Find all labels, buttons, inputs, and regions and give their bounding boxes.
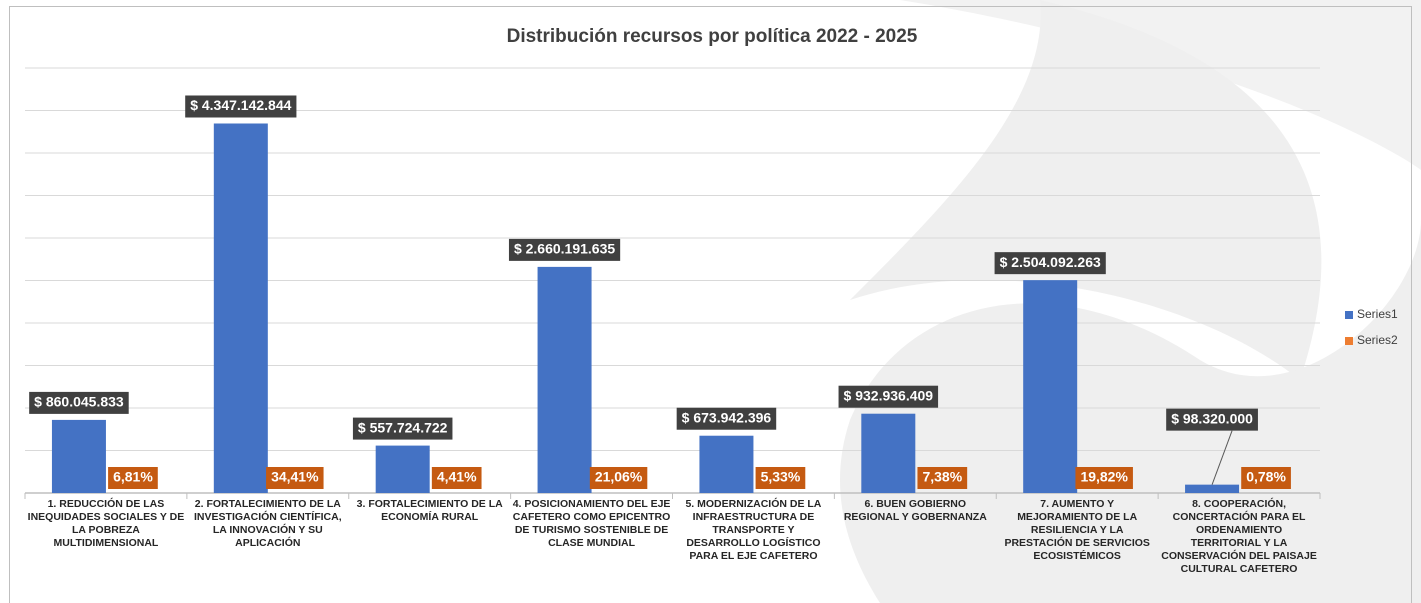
data-label-box bbox=[676, 407, 777, 430]
data-label: $ 932.936.409 bbox=[844, 387, 934, 403]
data-label-group: 21,06% bbox=[589, 467, 648, 489]
bar bbox=[1185, 484, 1240, 493]
bar bbox=[861, 413, 916, 493]
data-label: $ 4.347.142.844 bbox=[190, 97, 291, 113]
data-label: $ 98.320.000 bbox=[1171, 410, 1253, 426]
data-label-box bbox=[1166, 408, 1258, 431]
bar bbox=[51, 419, 106, 493]
data-label-group: 5,33% bbox=[755, 467, 806, 489]
data-label-group: $ 932.936.409 bbox=[838, 385, 939, 408]
data-label: $ 2.660.191.635 bbox=[514, 241, 615, 257]
data-label-group: 4,41% bbox=[431, 467, 482, 489]
data-label-box bbox=[266, 467, 324, 489]
data-label-box bbox=[108, 467, 158, 489]
data-label-box bbox=[994, 252, 1106, 275]
data-label-box bbox=[838, 385, 939, 408]
data-label: 7,38% bbox=[922, 469, 962, 485]
chart-title: Distribución recursos por política 2022 … bbox=[507, 26, 918, 47]
data-label-group: $ 2.660.191.635 bbox=[508, 238, 621, 261]
data-label-group: 34,41% bbox=[266, 467, 324, 489]
data-label-box bbox=[589, 467, 648, 489]
data-label-box bbox=[1075, 467, 1133, 489]
x-tick-label: 2. FORTALECIMIENTO DE LA INVESTIGACIÓN C… bbox=[194, 498, 342, 549]
bar bbox=[375, 445, 430, 493]
bar bbox=[699, 435, 754, 493]
x-tick-label: 8. COOPERACIÓN, CONCERTACIÓN PARA EL ORD… bbox=[1161, 498, 1317, 575]
background-shape bbox=[900, 0, 1421, 170]
x-tick-label: 4. POSICIONAMIENTO DEL EJE CAFETERO COMO… bbox=[512, 498, 671, 549]
background-shape bbox=[850, 0, 1322, 380]
data-label: $ 2.504.092.263 bbox=[1000, 254, 1101, 270]
legend-swatch bbox=[1345, 337, 1353, 345]
data-label-box bbox=[755, 467, 806, 489]
x-tick-label: 7. AUMENTO Y MEJORAMIENTO DE LA RESILIEN… bbox=[1004, 498, 1150, 562]
x-tick-label: 1. REDUCCIÓN DE LAS INEQUIDADES SOCIALES… bbox=[27, 498, 185, 549]
bar bbox=[1023, 280, 1078, 493]
data-label: 34,41% bbox=[271, 469, 319, 485]
data-label-box bbox=[431, 467, 482, 489]
data-label-group: $ 2.504.092.263 bbox=[994, 252, 1106, 275]
data-label: 0,78% bbox=[1246, 469, 1286, 485]
x-tick-label: 5. MODERNIZACIÓN DE LA INFRAESTRUCTURA D… bbox=[685, 498, 822, 562]
legend-label: Series2 bbox=[1357, 333, 1398, 347]
data-label-box bbox=[1241, 467, 1291, 489]
data-label-box bbox=[185, 95, 297, 118]
x-tick-label: 6. BUEN GOBIERNO REGIONAL Y GOBERNANZA bbox=[843, 498, 987, 523]
data-label-box bbox=[917, 467, 968, 489]
data-label-group: $ 98.320.000 bbox=[1166, 408, 1258, 431]
data-label: 19,82% bbox=[1080, 469, 1128, 485]
data-label-group: $ 860.045.833 bbox=[29, 391, 129, 414]
data-label-box bbox=[508, 238, 621, 261]
data-label-group: 6,81% bbox=[108, 467, 158, 489]
data-label: 5,33% bbox=[761, 469, 801, 485]
data-label: 6,81% bbox=[113, 469, 153, 485]
data-label-group: 19,82% bbox=[1075, 467, 1133, 489]
legend-swatch bbox=[1345, 311, 1353, 319]
chart-border bbox=[9, 6, 1412, 603]
background-shape bbox=[840, 220, 1421, 603]
data-label: $ 860.045.833 bbox=[34, 394, 124, 410]
data-label: 21,06% bbox=[595, 469, 643, 485]
data-label-group: $ 4.347.142.844 bbox=[185, 95, 297, 118]
data-label-group: 0,78% bbox=[1241, 467, 1291, 489]
bar bbox=[537, 266, 592, 493]
data-label: $ 557.724.722 bbox=[358, 419, 448, 435]
bar bbox=[213, 123, 268, 493]
data-label-group: $ 673.942.396 bbox=[676, 407, 777, 430]
data-label: 4,41% bbox=[437, 469, 477, 485]
data-label: $ 673.942.396 bbox=[682, 409, 772, 425]
x-tick-label: 3. FORTALECIMIENTO DE LA ECONOMÍA RURAL bbox=[356, 498, 503, 523]
leader-line bbox=[1211, 430, 1233, 485]
data-label-group: $ 557.724.722 bbox=[352, 417, 453, 440]
data-label-box bbox=[352, 417, 453, 440]
data-label-group: 7,38% bbox=[917, 467, 968, 489]
legend-label: Series1 bbox=[1357, 307, 1398, 321]
data-label-box bbox=[29, 391, 129, 414]
